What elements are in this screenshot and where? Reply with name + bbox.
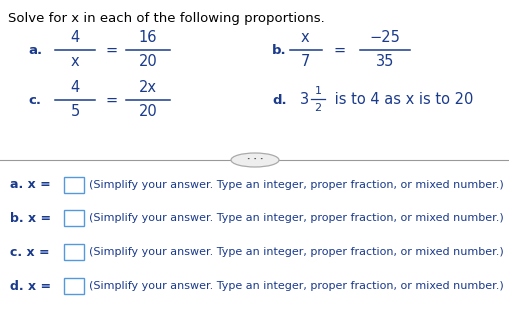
Text: =: = (106, 93, 118, 108)
Text: a. x =: a. x = (10, 179, 51, 191)
Text: d. x =: d. x = (10, 279, 51, 292)
FancyBboxPatch shape (64, 210, 84, 226)
Text: c. x =: c. x = (10, 245, 49, 259)
Text: b.: b. (271, 43, 286, 56)
Ellipse shape (231, 153, 278, 167)
Text: x: x (71, 54, 79, 69)
Text: =: = (106, 42, 118, 57)
Text: 3: 3 (299, 93, 308, 108)
Text: 7: 7 (300, 54, 309, 69)
Text: x: x (300, 31, 308, 46)
Text: 4: 4 (70, 31, 79, 46)
FancyBboxPatch shape (64, 177, 84, 193)
Text: b. x =: b. x = (10, 212, 51, 225)
Text: · · ·: · · · (246, 156, 263, 165)
Text: c.: c. (28, 94, 41, 107)
FancyBboxPatch shape (64, 278, 84, 294)
Text: 16: 16 (138, 31, 157, 46)
Text: a.: a. (28, 43, 42, 56)
Text: 4: 4 (70, 81, 79, 96)
Text: 20: 20 (138, 54, 157, 69)
Text: 1: 1 (314, 86, 321, 96)
Text: (Simplify your answer. Type an integer, proper fraction, or mixed number.): (Simplify your answer. Type an integer, … (89, 213, 503, 223)
Text: =: = (333, 42, 346, 57)
Text: 2: 2 (314, 103, 321, 113)
Text: d.: d. (271, 94, 286, 107)
Text: (Simplify your answer. Type an integer, proper fraction, or mixed number.): (Simplify your answer. Type an integer, … (89, 281, 503, 291)
Text: (Simplify your answer. Type an integer, proper fraction, or mixed number.): (Simplify your answer. Type an integer, … (89, 247, 503, 257)
Text: (Simplify your answer. Type an integer, proper fraction, or mixed number.): (Simplify your answer. Type an integer, … (89, 180, 503, 190)
Text: 5: 5 (70, 105, 79, 120)
Text: −25: −25 (369, 31, 400, 46)
Text: is to 4 as x is to 20: is to 4 as x is to 20 (329, 93, 472, 108)
Text: 2x: 2x (139, 81, 157, 96)
Text: 20: 20 (138, 105, 157, 120)
Text: 35: 35 (375, 54, 393, 69)
Text: Solve for x in each of the following proportions.: Solve for x in each of the following pro… (8, 12, 324, 25)
FancyBboxPatch shape (64, 244, 84, 260)
